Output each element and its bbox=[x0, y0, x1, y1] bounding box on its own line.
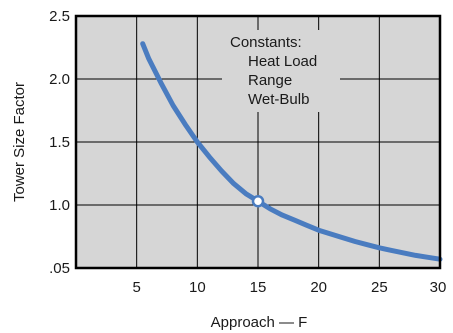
y-tick-label-2: 2.0 bbox=[49, 71, 70, 88]
design-point-marker bbox=[251, 194, 265, 208]
tower-size-curve bbox=[140, 41, 443, 262]
x-tick-label-5: 5 bbox=[132, 279, 140, 296]
annotation-line-wet-bulb: Wet-Bulb bbox=[248, 91, 309, 108]
x-axis-label: Approach — F bbox=[211, 314, 308, 331]
y-tick-labels: .05 1.0 1.5 2.0 2.5 bbox=[49, 8, 70, 277]
y-tick-label-1_5: 1.5 bbox=[49, 134, 70, 151]
annotation-line-heat-load: Heat Load bbox=[248, 53, 317, 70]
annotation-box bbox=[222, 30, 340, 112]
y-axis-label: Tower Size Factor bbox=[11, 82, 28, 202]
constants-annotation: Constants: Heat Load Range Wet-Bulb bbox=[222, 30, 340, 112]
y-tick-label-0_5: .05 bbox=[49, 260, 70, 277]
plot-frame bbox=[74, 14, 442, 270]
x-tick-label-15: 15 bbox=[250, 279, 267, 296]
annotation-line-range: Range bbox=[248, 72, 292, 89]
x-tick-label-20: 20 bbox=[310, 279, 327, 296]
x-tick-labels: 5 10 15 20 25 30 bbox=[132, 279, 446, 296]
x-tick-label-10: 10 bbox=[189, 279, 206, 296]
y-tick-label-2_5: 2.5 bbox=[49, 8, 70, 25]
y-tick-label-1: 1.0 bbox=[49, 197, 70, 214]
x-tick-label-25: 25 bbox=[371, 279, 388, 296]
x-tick-label-30: 30 bbox=[430, 279, 447, 296]
annotation-line-constants: Constants: bbox=[230, 34, 302, 51]
